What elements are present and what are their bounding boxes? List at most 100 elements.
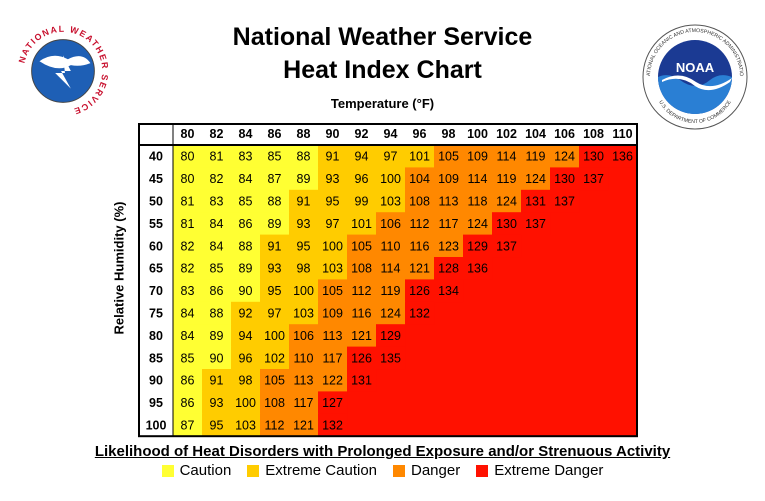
heat-cell [318,369,348,392]
heat-cell [173,301,203,325]
heat-value-label: 101 [409,150,430,164]
heat-value-label: 128 [438,262,459,276]
heat-cell [347,301,377,325]
heat-cell [434,145,464,168]
legend-swatch [161,464,174,477]
legend-item: Extreme Danger [476,462,603,479]
heat-value-label: 103 [380,195,401,209]
heat-value-label: 88 [268,195,282,209]
heat-cell [492,167,522,191]
heat-cell [347,212,377,235]
legend-swatch [393,464,405,477]
heat-cell [463,145,493,168]
heat-value-label: 89 [297,172,311,186]
heat-cell [231,369,261,392]
heat-cell [260,189,290,213]
heat-cell [521,167,551,191]
heat-cell [550,189,580,213]
heat-cell [289,413,319,437]
heat-cell [289,279,319,303]
heat-value-label: 93 [268,262,282,276]
heat-value-label: 81 [181,195,195,209]
heat-cell [347,279,377,303]
heat-cell [260,145,290,168]
temperature-tick-label: 110 [612,127,632,141]
temperature-tick-label: 88 [297,127,311,141]
heat-cell [608,145,638,168]
heat-value-label: 88 [297,150,311,164]
heat-cell [202,167,232,191]
heat-value-label: 86 [181,374,195,388]
heat-value-label: 121 [351,329,372,343]
heat-cell [231,301,261,325]
heat-cell [318,301,348,325]
heat-value-label: 97 [384,150,398,164]
heat-cell [260,301,290,325]
legend-item: Caution [161,462,231,479]
heat-cell [347,189,377,213]
heat-value-label: 85 [268,150,282,164]
heat-value-label: 127 [322,396,343,410]
heat-value-label: 89 [210,329,224,343]
heat-cell [318,413,348,437]
heat-value-label: 90 [210,351,224,365]
heat-cell [231,234,261,258]
heat-value-label: 137 [554,195,575,209]
heat-value-label: 81 [181,217,195,231]
heat-cell [289,346,319,370]
heat-cell [318,212,348,235]
heat-value-label: 130 [496,217,517,231]
heat-cell [202,279,232,303]
heat-value-label: 130 [554,172,575,186]
heat-cell [231,391,261,415]
temperature-tick-label: 104 [525,127,546,141]
heat-cell [405,167,435,191]
heat-cell [492,189,522,213]
heat-value-label: 124 [467,217,488,231]
heat-cell [376,324,406,347]
heat-value-label: 93 [297,217,311,231]
heat-cell [579,145,609,168]
heat-cell [376,145,406,168]
humidity-tick-label: 90 [149,374,163,388]
heat-value-label: 114 [381,262,401,276]
heat-cell [173,234,203,258]
heat-cell [347,369,377,392]
heat-value-label: 136 [467,262,488,276]
heat-value-label: 113 [439,195,459,209]
heat-cell [376,257,406,280]
heat-value-label: 82 [181,239,195,253]
heat-cell [434,212,464,235]
temperature-tick-label: 82 [210,127,224,141]
heat-value-label: 105 [322,284,343,298]
legend-swatch [247,464,260,477]
heat-cell [173,167,203,191]
heat-cell [173,145,203,168]
heat-value-label: 119 [381,284,401,298]
heat-cell [318,257,348,280]
heat-cell [289,212,319,235]
heat-value-label: 105 [438,150,459,164]
heat-cell [347,324,377,347]
heat-value-label: 137 [496,239,517,253]
heat-cell [463,257,493,280]
heat-value-label: 93 [210,396,224,410]
heat-cell [231,346,261,370]
heat-value-label: 82 [181,262,195,276]
heat-cell [405,212,435,235]
heat-value-label: 132 [322,419,343,433]
heat-cell [202,189,232,213]
heat-cell [579,167,609,191]
heat-value-label: 102 [264,351,285,365]
heat-value-label: 93 [326,172,340,186]
heat-value-label: 108 [351,262,372,276]
heat-value-label: 82 [210,172,224,186]
heat-cell [492,234,522,258]
heat-value-label: 112 [265,419,285,433]
heat-cell [347,346,377,370]
heat-value-label: 90 [239,284,253,298]
heat-value-label: 100 [293,284,314,298]
heat-value-label: 117 [294,396,314,410]
heat-cell [318,391,348,415]
